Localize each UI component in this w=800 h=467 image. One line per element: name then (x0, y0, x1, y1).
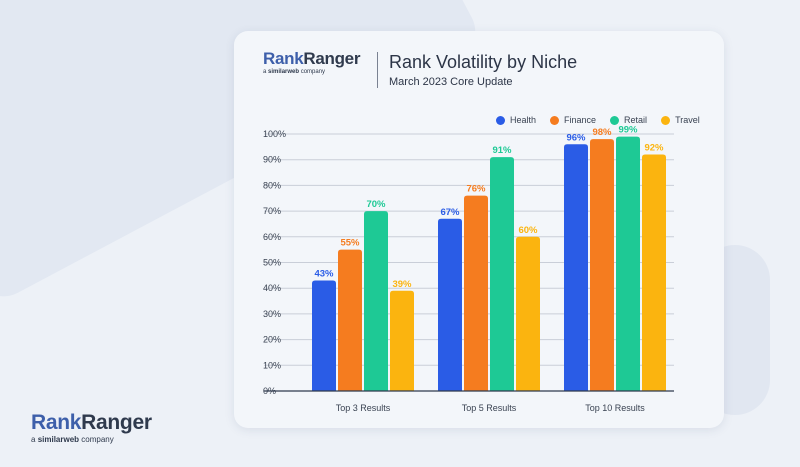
logo-wordmark: RankRanger (31, 412, 152, 433)
bar-finance (338, 249, 362, 391)
data-label: 76% (466, 184, 486, 195)
legend-swatch (661, 115, 671, 125)
legend-label: Health (510, 115, 537, 125)
bar-finance (590, 139, 614, 391)
y-tick-label: 70% (263, 206, 281, 216)
legend-item-retail: Retail (610, 115, 647, 125)
legend-label: Travel (675, 115, 700, 125)
data-label: 39% (392, 279, 412, 290)
logo-ranger: Ranger (81, 411, 152, 434)
y-tick-label: 30% (263, 309, 281, 319)
bar-chart: 0%10%20%30%40%50%60%70%80%90%100%43%55%7… (263, 125, 674, 413)
bar-health (438, 218, 462, 391)
data-label: 91% (492, 145, 512, 156)
logo-ranger: Ranger (303, 49, 361, 68)
data-label: 43% (314, 268, 334, 279)
bar-travel (390, 290, 414, 391)
y-tick-label: 60% (263, 232, 281, 242)
data-label: 96% (566, 132, 586, 143)
y-tick-label: 20% (263, 335, 281, 345)
y-tick-label: 80% (263, 180, 281, 190)
title-divider (377, 52, 378, 88)
y-tick-label: 100% (263, 129, 286, 139)
legend-swatch (610, 115, 620, 125)
logo-rank: Rank (31, 411, 82, 434)
data-label: 99% (618, 125, 638, 136)
data-label: 60% (518, 225, 538, 236)
legend-item-health: Health (496, 115, 536, 125)
data-label: 92% (644, 143, 664, 154)
legend-label: Retail (624, 115, 648, 125)
bar-travel (516, 236, 540, 391)
x-tick-label: Top 3 Results (336, 403, 391, 413)
bar-retail (364, 211, 388, 391)
data-label: 55% (340, 238, 360, 249)
logo-wordmark: RankRanger (263, 50, 360, 67)
y-tick-label: 10% (263, 360, 281, 370)
bar-retail (616, 136, 640, 391)
logo-tagline: a similarweb company (31, 435, 114, 444)
logo-tagline: a similarweb company (263, 69, 326, 75)
data-label: 67% (440, 207, 460, 218)
legend-label: Finance (564, 115, 597, 125)
logo-rank: Rank (263, 49, 304, 68)
chart-card: RankRanger a similarweb company Rank Vol… (234, 31, 724, 428)
x-tick-label: Top 5 Results (462, 403, 517, 413)
chart-subtitle: March 2023 Core Update (389, 76, 513, 88)
chart-title: Rank Volatility by Niche (389, 52, 578, 72)
bar-finance (464, 195, 488, 391)
bar-retail (490, 157, 514, 391)
bar-health (312, 280, 336, 391)
footer-logo: RankRanger a similarweb company (31, 412, 152, 444)
y-tick-label: 40% (263, 283, 281, 293)
bar-travel (642, 154, 666, 391)
legend-swatch (496, 115, 505, 125)
y-tick-label: 90% (263, 155, 281, 165)
legend-item-travel: Travel (661, 115, 700, 125)
data-label: 70% (366, 199, 386, 210)
card-logo: RankRanger a similarweb company (263, 50, 360, 75)
x-tick-label: Top 10 Results (585, 403, 645, 413)
y-tick-label: 50% (263, 258, 281, 268)
chart-legend: Health Finance Retail Travel (496, 115, 700, 125)
bar-health (564, 144, 588, 391)
legend-swatch (550, 115, 560, 125)
data-label: 98% (592, 127, 612, 138)
legend-item-finance: Finance (550, 115, 596, 125)
